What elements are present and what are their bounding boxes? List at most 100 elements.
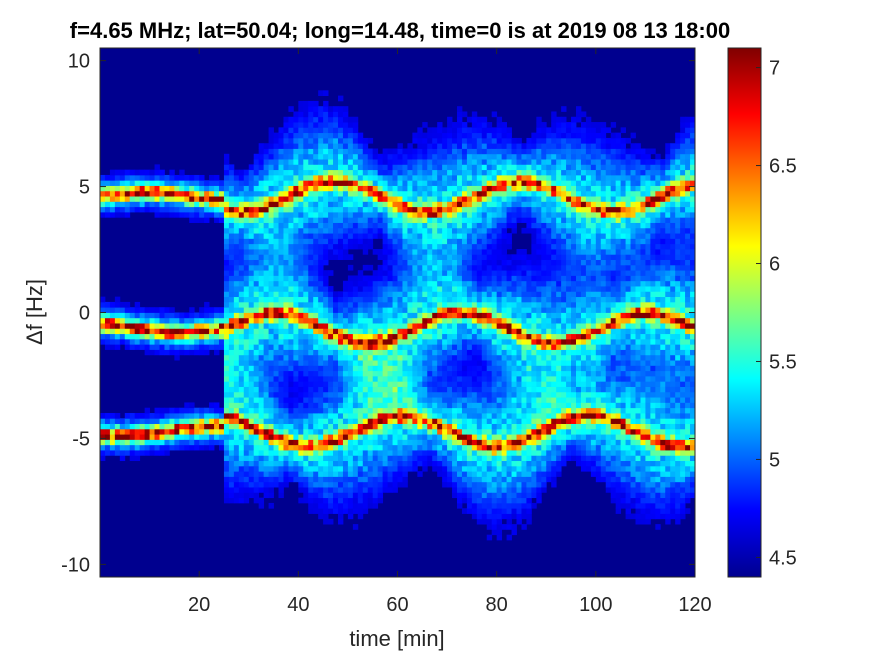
heat-cell [382,264,388,271]
heat-cell [412,159,418,165]
heat-cell [491,143,498,149]
heat-cell [313,148,319,155]
heat-cell [328,370,334,377]
heat-cell [318,354,324,361]
heat-cell [432,413,438,419]
heat-cell [412,402,418,409]
heat-cell [367,296,374,303]
heat-cell [333,206,339,213]
heat-cell [506,471,512,477]
heat-cell [223,180,230,186]
heat-cell [496,450,503,456]
heat-cell [491,402,498,409]
heat-cell [437,254,443,260]
heat-cell [184,413,190,419]
heat-cell [452,328,458,335]
heat-cell [382,169,388,176]
heat-cell [268,291,274,298]
heat-cell [159,180,165,186]
heat-cell [521,217,527,223]
heat-cell [318,397,324,403]
heat-cell [427,185,433,192]
heat-cell [461,143,468,149]
heat-cell [437,148,443,155]
heat-cell [442,360,448,366]
heat-cell [263,143,269,149]
heat-cell [511,286,517,292]
heat-cell [104,328,111,335]
heat-cell [491,301,498,308]
heat-cell [452,132,458,139]
heat-cell [432,180,438,186]
heat-cell [283,444,289,451]
heat-cell [100,444,106,451]
heat-cell [293,423,299,430]
heat-cell [174,444,180,451]
heat-cell [328,148,334,155]
heat-cell [313,143,319,149]
heat-cell [422,323,428,329]
heat-cell [357,471,364,477]
heat-cell [238,360,245,366]
heat-cell [447,233,453,239]
heat-cell [303,402,309,409]
heat-cell [288,365,294,372]
heat-cell [308,476,314,483]
heat-cell [342,286,349,292]
heat-cell [387,286,393,292]
heat-cell [417,249,423,255]
heat-cell [293,418,299,424]
heat-cell [273,397,279,403]
heat-cell [219,333,225,340]
heat-cell [248,291,255,298]
heat-cell [154,323,160,329]
heat-cell [189,344,195,350]
heat-cell [521,312,527,319]
heat-cell [407,370,413,377]
heat-cell [372,174,379,181]
heat-cell [149,174,155,181]
heat-cell [278,201,284,208]
heat-cell [342,391,349,398]
heat-cell [333,106,339,112]
heat-cell [382,259,388,266]
heat-cell [293,275,299,282]
heat-cell [253,243,260,250]
heat-cell [372,360,379,366]
heat-cell [313,296,319,303]
heat-cell [491,508,498,514]
heat-cell [109,428,116,435]
heat-cell [154,338,160,345]
heat-cell [506,254,512,260]
heat-cell [491,164,498,171]
heat-cell [283,328,289,335]
heat-cell [263,217,269,223]
heat-cell [397,354,403,361]
heat-cell [457,333,463,340]
heat-cell [139,328,146,335]
heat-cell [442,370,448,377]
heat-cell [313,397,319,403]
heat-cell [392,381,398,387]
heat-cell [511,196,517,202]
heat-cell [437,323,443,329]
heat-cell [491,518,498,525]
heat-cell [471,291,478,298]
heat-cell [263,174,269,181]
heat-cell [461,296,468,303]
heat-cell [228,190,235,197]
heat-cell [461,264,468,271]
heat-cell [328,487,334,493]
heat-cell [476,354,483,361]
heat-cell [357,513,364,520]
heat-cell [293,444,299,451]
heat-cell [323,497,329,504]
heat-cell [412,360,418,366]
heat-cell [129,344,136,350]
heat-cell [164,338,170,345]
heat-cell [233,286,240,292]
heat-cell [521,524,527,530]
heat-cell [362,413,369,419]
heat-cell [427,386,433,393]
heat-cell [357,132,364,139]
